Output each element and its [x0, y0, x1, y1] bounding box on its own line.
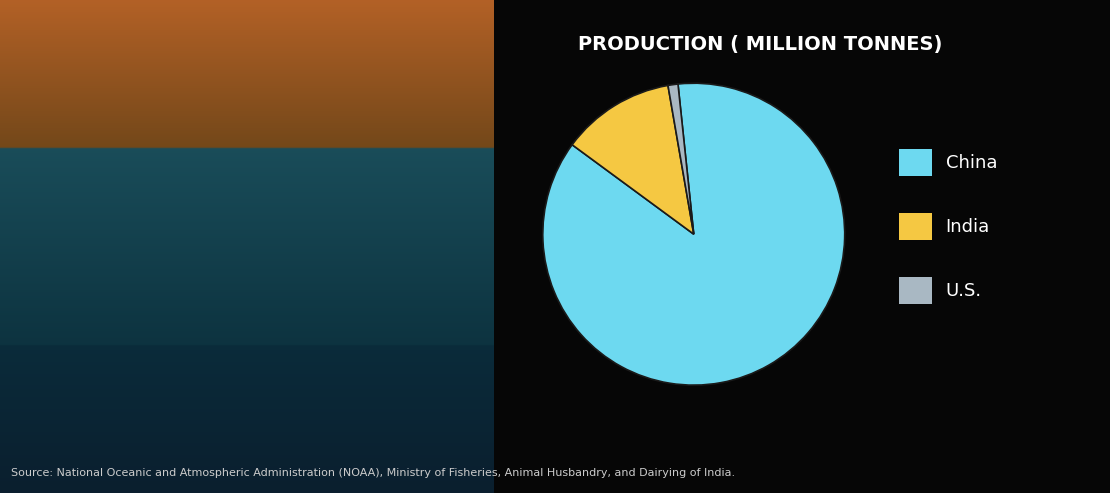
Wedge shape — [543, 83, 845, 385]
Text: Source: National Oceanic and Atmospheric Administration (NOAA), Ministry of Fish: Source: National Oceanic and Atmospheric… — [11, 468, 735, 478]
Text: U.S.: U.S. — [946, 282, 982, 300]
Text: China: China — [946, 154, 997, 172]
Text: India: India — [946, 218, 990, 236]
Wedge shape — [572, 85, 694, 234]
Wedge shape — [668, 84, 694, 234]
Text: PRODUCTION ( MILLION TONNES): PRODUCTION ( MILLION TONNES) — [578, 35, 942, 54]
